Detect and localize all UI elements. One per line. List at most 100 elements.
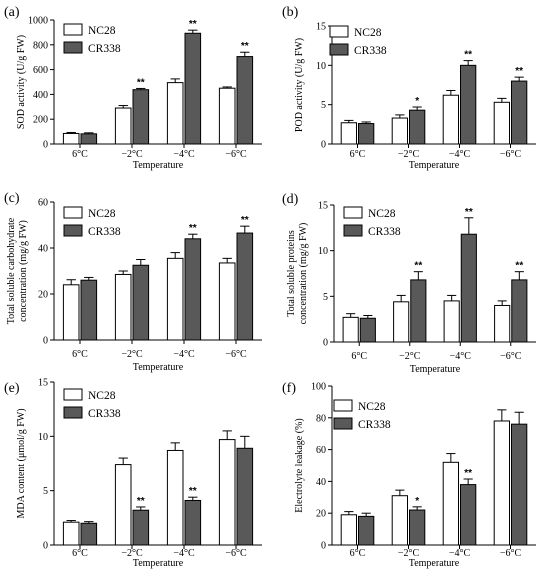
x-tick-label: 6°C	[72, 149, 88, 160]
bar-cr338	[358, 515, 375, 546]
x-tick-label: −6°C	[500, 149, 522, 160]
x-tick-label: 6°C	[72, 349, 88, 360]
bar-cr338	[80, 133, 98, 145]
y-axis-title: concentration (mg/g FW)	[298, 223, 309, 325]
bar-nc28	[340, 514, 358, 546]
x-tick-label: −4°C	[173, 149, 195, 160]
bar-cr338	[460, 64, 477, 145]
x-tick-label: −6°C	[500, 351, 522, 362]
y-tick-label: 5	[323, 292, 328, 303]
chart-panel-2: (c) 0 20 40 60 Total soluble carbohydrate conc…	[4, 191, 262, 373]
y-tick-label: 800	[33, 40, 48, 51]
x-tick-label: −6°C	[500, 548, 522, 559]
legend-swatch	[63, 206, 83, 219]
y-tick-label: 15	[318, 201, 328, 212]
y-tick-label: 15	[316, 22, 326, 33]
bar-cr338	[460, 484, 477, 546]
y-tick-label: 0	[43, 140, 48, 151]
bar-nc28	[218, 87, 236, 145]
x-axis-title: Temperature	[410, 364, 461, 375]
y-tick-label: 0	[43, 541, 48, 552]
legend-swatch	[63, 41, 83, 54]
legend-label: CR338	[368, 226, 401, 238]
legend-swatch	[343, 206, 363, 219]
y-tick-label: 5	[321, 100, 326, 111]
legend-label: NC28	[88, 208, 116, 220]
significance-marker: **	[464, 50, 472, 61]
legend-swatch	[63, 388, 83, 401]
bar-nc28	[218, 262, 236, 341]
legend-label: CR338	[358, 419, 391, 431]
x-tick-label: −6°C	[225, 149, 247, 160]
panel-label: (f)	[282, 381, 296, 396]
bar-cr338	[184, 238, 202, 341]
legend-swatch	[333, 399, 353, 412]
y-tick-label: 80	[316, 413, 326, 424]
y-tick-label: 10	[38, 432, 48, 443]
y-axis-title: SOD activity (U/g FW)	[16, 35, 27, 129]
x-tick-label: 6°C	[72, 548, 88, 559]
bar-nc28	[114, 107, 132, 145]
chart-panel-1: (b) 0 5 10 15 POD activity (U/g FW) 6°C −2°C * −4…	[282, 5, 536, 171]
legend-label: NC28	[358, 401, 386, 413]
bar-cr338	[511, 80, 528, 145]
y-tick-label: 40	[38, 244, 48, 255]
legend-swatch	[63, 23, 83, 36]
bar-cr338	[132, 509, 150, 546]
bar-cr338	[184, 32, 202, 145]
bar-cr338	[511, 279, 528, 343]
bar-cr338	[132, 89, 150, 145]
legend-label: NC28	[354, 27, 382, 39]
legend-swatch	[63, 224, 83, 237]
legend-label: CR338	[354, 45, 387, 57]
y-tick-label: 0	[321, 140, 326, 151]
y-tick-label: 15	[38, 378, 48, 389]
bar-nc28	[340, 122, 358, 145]
significance-marker: **	[515, 261, 523, 272]
legend-label: CR338	[88, 226, 121, 238]
legend-swatch	[329, 25, 349, 38]
x-tick-label: 6°C	[350, 149, 366, 160]
significance-marker: **	[189, 19, 197, 30]
x-tick-label: 6°C	[351, 351, 367, 362]
bar-nc28	[62, 284, 80, 341]
bar-cr338	[460, 233, 477, 343]
y-tick-label: 600	[33, 65, 48, 76]
bar-cr338	[410, 279, 427, 343]
y-tick-label: 10	[316, 61, 326, 72]
bar-nc28	[62, 521, 80, 546]
y-tick-label: 0	[323, 338, 328, 349]
legend-swatch	[343, 224, 363, 237]
bar-nc28	[494, 304, 511, 343]
y-tick-label: 60	[38, 198, 48, 209]
bar-cr338	[80, 522, 98, 546]
bar-nc28	[391, 117, 409, 145]
x-axis-title: Temperature	[409, 160, 460, 171]
chart-panel-3: (d) 0 5 10 15 Total soluble proteins concentra…	[282, 192, 536, 375]
x-tick-label: −2°C	[121, 149, 143, 160]
panel-label: (e)	[4, 381, 20, 396]
bar-nc28	[166, 449, 184, 546]
significance-marker: **	[137, 496, 145, 507]
legend-label: CR338	[88, 408, 121, 420]
x-axis-title: Temperature	[409, 558, 460, 569]
y-tick-label: 200	[33, 115, 48, 126]
legend-label: CR338	[88, 43, 121, 55]
bar-cr338	[236, 232, 254, 341]
bar-nc28	[342, 316, 359, 343]
y-tick-label: 400	[33, 90, 48, 101]
significance-marker: **	[137, 77, 145, 88]
significance-marker: **	[241, 41, 249, 52]
panel-label: (b)	[282, 5, 299, 20]
bar-cr338	[511, 423, 528, 546]
bar-nc28	[114, 273, 132, 341]
legend-swatch	[333, 417, 353, 430]
bar-nc28	[493, 101, 511, 145]
bar-nc28	[493, 420, 511, 546]
panel-label: (c)	[4, 191, 20, 206]
significance-marker: **	[189, 223, 197, 234]
x-tick-label: −2°C	[121, 548, 143, 559]
significance-marker: **	[464, 468, 472, 479]
bar-nc28	[391, 495, 409, 546]
